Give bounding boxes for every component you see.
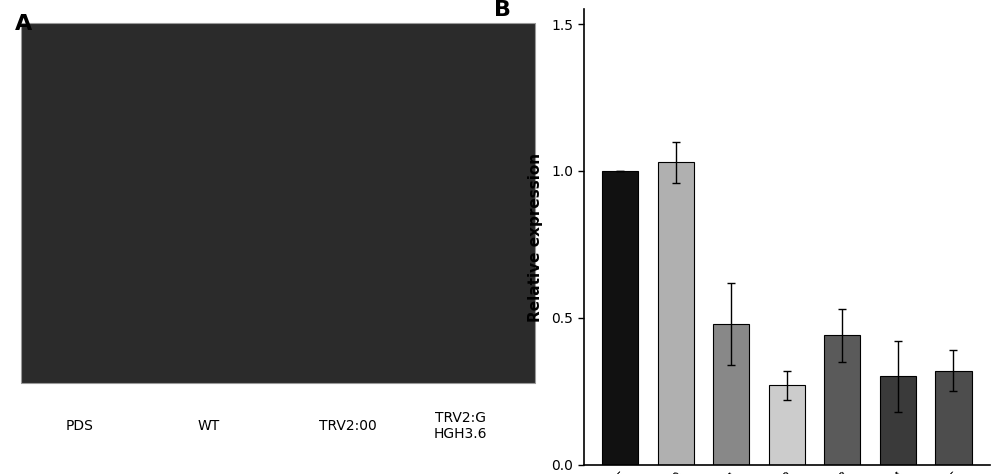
Bar: [21, 23, 535, 383]
Bar: [602, 171, 638, 465]
Y-axis label: Relative expression: Relative expression: [528, 153, 543, 321]
Text: WT: WT: [197, 419, 219, 433]
Bar: [713, 324, 749, 465]
Bar: [658, 162, 694, 465]
Text: TRV2:00: TRV2:00: [319, 419, 377, 433]
Bar: [935, 371, 972, 465]
Text: B: B: [494, 0, 511, 20]
Bar: [824, 335, 860, 465]
Text: TRV2:G
HGH3.6: TRV2:G HGH3.6: [434, 411, 487, 441]
Text: A: A: [15, 14, 33, 34]
Text: PDS: PDS: [66, 419, 94, 433]
Bar: [880, 376, 916, 465]
Bar: [769, 385, 805, 465]
